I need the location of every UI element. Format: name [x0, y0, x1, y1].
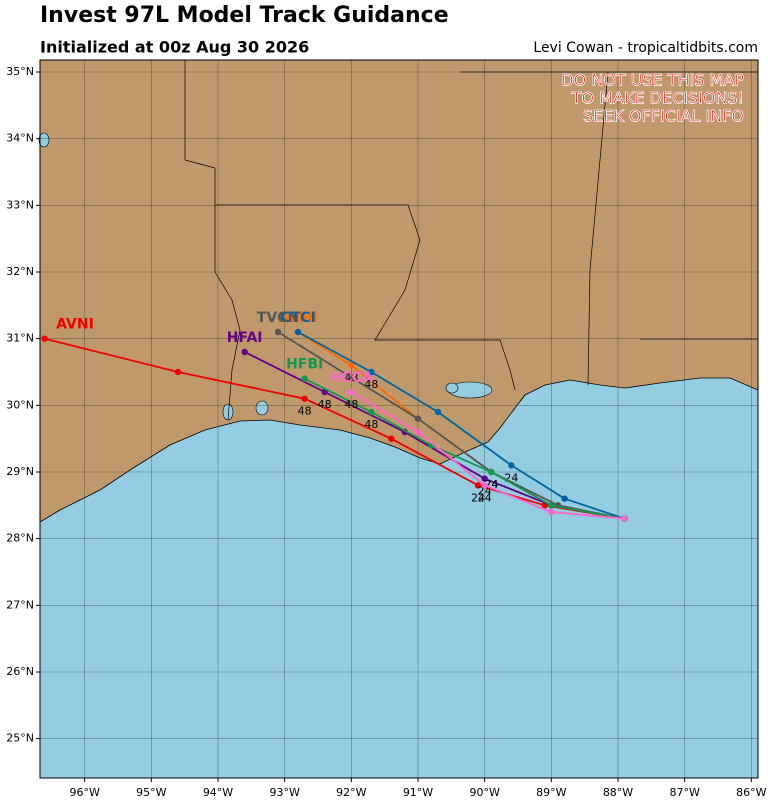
y-tick-label: 32°N	[6, 265, 34, 278]
lake	[38, 132, 50, 148]
model-label: TVCN	[257, 310, 299, 326]
track-point	[414, 428, 422, 436]
track-point	[348, 388, 355, 396]
x-tick-label: 91°W	[403, 786, 433, 799]
tracks: 2448AVNI2448AEMI2448CTCITVCN2448HFAI2448…	[41, 310, 628, 522]
track-point	[561, 495, 568, 502]
x-tick-label: 93°W	[269, 786, 299, 799]
track-point	[434, 408, 442, 416]
hour-label: 24	[484, 478, 498, 491]
model-label: AVNI	[56, 317, 94, 333]
y-tick-label: 28°N	[6, 532, 34, 545]
hour-label: 24	[478, 485, 492, 498]
x-tick-label: 92°W	[336, 786, 366, 799]
hour-label: 48	[318, 398, 332, 411]
x-tick-label: 88°W	[603, 786, 633, 799]
track-point	[621, 515, 628, 522]
model-label: HCCA	[330, 370, 373, 386]
track-point	[508, 462, 515, 469]
graticule	[40, 60, 758, 778]
track-point	[368, 368, 375, 376]
track-point	[488, 468, 495, 476]
track-point	[388, 435, 395, 442]
track-point	[474, 482, 482, 489]
state-border	[215, 204, 516, 391]
track-point	[548, 508, 555, 516]
y-tick-label: 29°N	[6, 465, 34, 478]
track-point	[481, 482, 488, 489]
y-tick-label: 31°N	[6, 332, 34, 345]
hour-label: 48	[364, 418, 378, 431]
warning: DO NOT USE THIS MAP TO MAKE DECISIONS! S…	[561, 70, 745, 126]
hour-label: 24	[471, 491, 485, 504]
track-point	[348, 362, 355, 369]
subtitle: Initialized at 00z Aug 30 2026	[40, 38, 309, 57]
warning-line: TO MAKE DECISIONS!	[571, 89, 744, 108]
x-tick-label: 86°W	[736, 786, 766, 799]
y-tick-label: 26°N	[6, 665, 34, 678]
y-tick-label: 33°N	[6, 198, 34, 211]
model-label: CTCI	[280, 310, 315, 326]
hour-label: 48	[298, 405, 312, 418]
x-tick-label: 87°W	[669, 786, 699, 799]
warning-line: SEEK OFFICIAL INFO	[583, 107, 744, 126]
x-tick-label: 94°W	[203, 786, 233, 799]
credit: Levi Cowan - tropicaltidbits.com	[533, 40, 758, 56]
track-line	[297, 331, 625, 520]
track-point	[414, 415, 422, 422]
track-point	[274, 328, 282, 336]
map-frame	[39, 59, 759, 779]
y-tick-label: 25°N	[6, 732, 34, 745]
track-point	[174, 368, 182, 376]
model-label: HFBI	[286, 357, 323, 373]
track-point	[294, 328, 302, 336]
warning-line: DO NOT USE THIS MAP	[561, 71, 744, 90]
x-tick-label: 96°W	[69, 786, 99, 799]
x-tick-label: 95°W	[136, 786, 166, 799]
gulf-water	[39, 377, 759, 779]
lake	[255, 400, 269, 416]
model-label: AEMI	[278, 310, 318, 326]
basemap	[38, 60, 759, 779]
x-tick-label: 90°W	[469, 786, 499, 799]
track-point	[241, 348, 248, 356]
track-point	[481, 475, 488, 482]
state-border	[184, 60, 241, 421]
title: Invest 97L Model Track Guidance	[40, 3, 449, 28]
y-tick-label: 34°N	[6, 132, 34, 145]
track-point	[548, 502, 555, 509]
track-point	[41, 335, 48, 342]
hour-label: 24	[484, 478, 498, 491]
lake	[445, 382, 459, 394]
y-tick-label: 27°N	[6, 598, 34, 611]
track-point	[301, 375, 308, 382]
model-label: HFAI	[227, 330, 263, 346]
track-point	[368, 408, 375, 416]
x-tick-label: 89°W	[536, 786, 566, 799]
y-tick-label: 35°N	[6, 65, 34, 78]
track-point	[301, 395, 308, 402]
hour-label: 48	[344, 398, 358, 411]
y-tick-label: 30°N	[6, 398, 34, 411]
hour-label: 24	[478, 491, 492, 504]
track-line	[304, 377, 625, 520]
